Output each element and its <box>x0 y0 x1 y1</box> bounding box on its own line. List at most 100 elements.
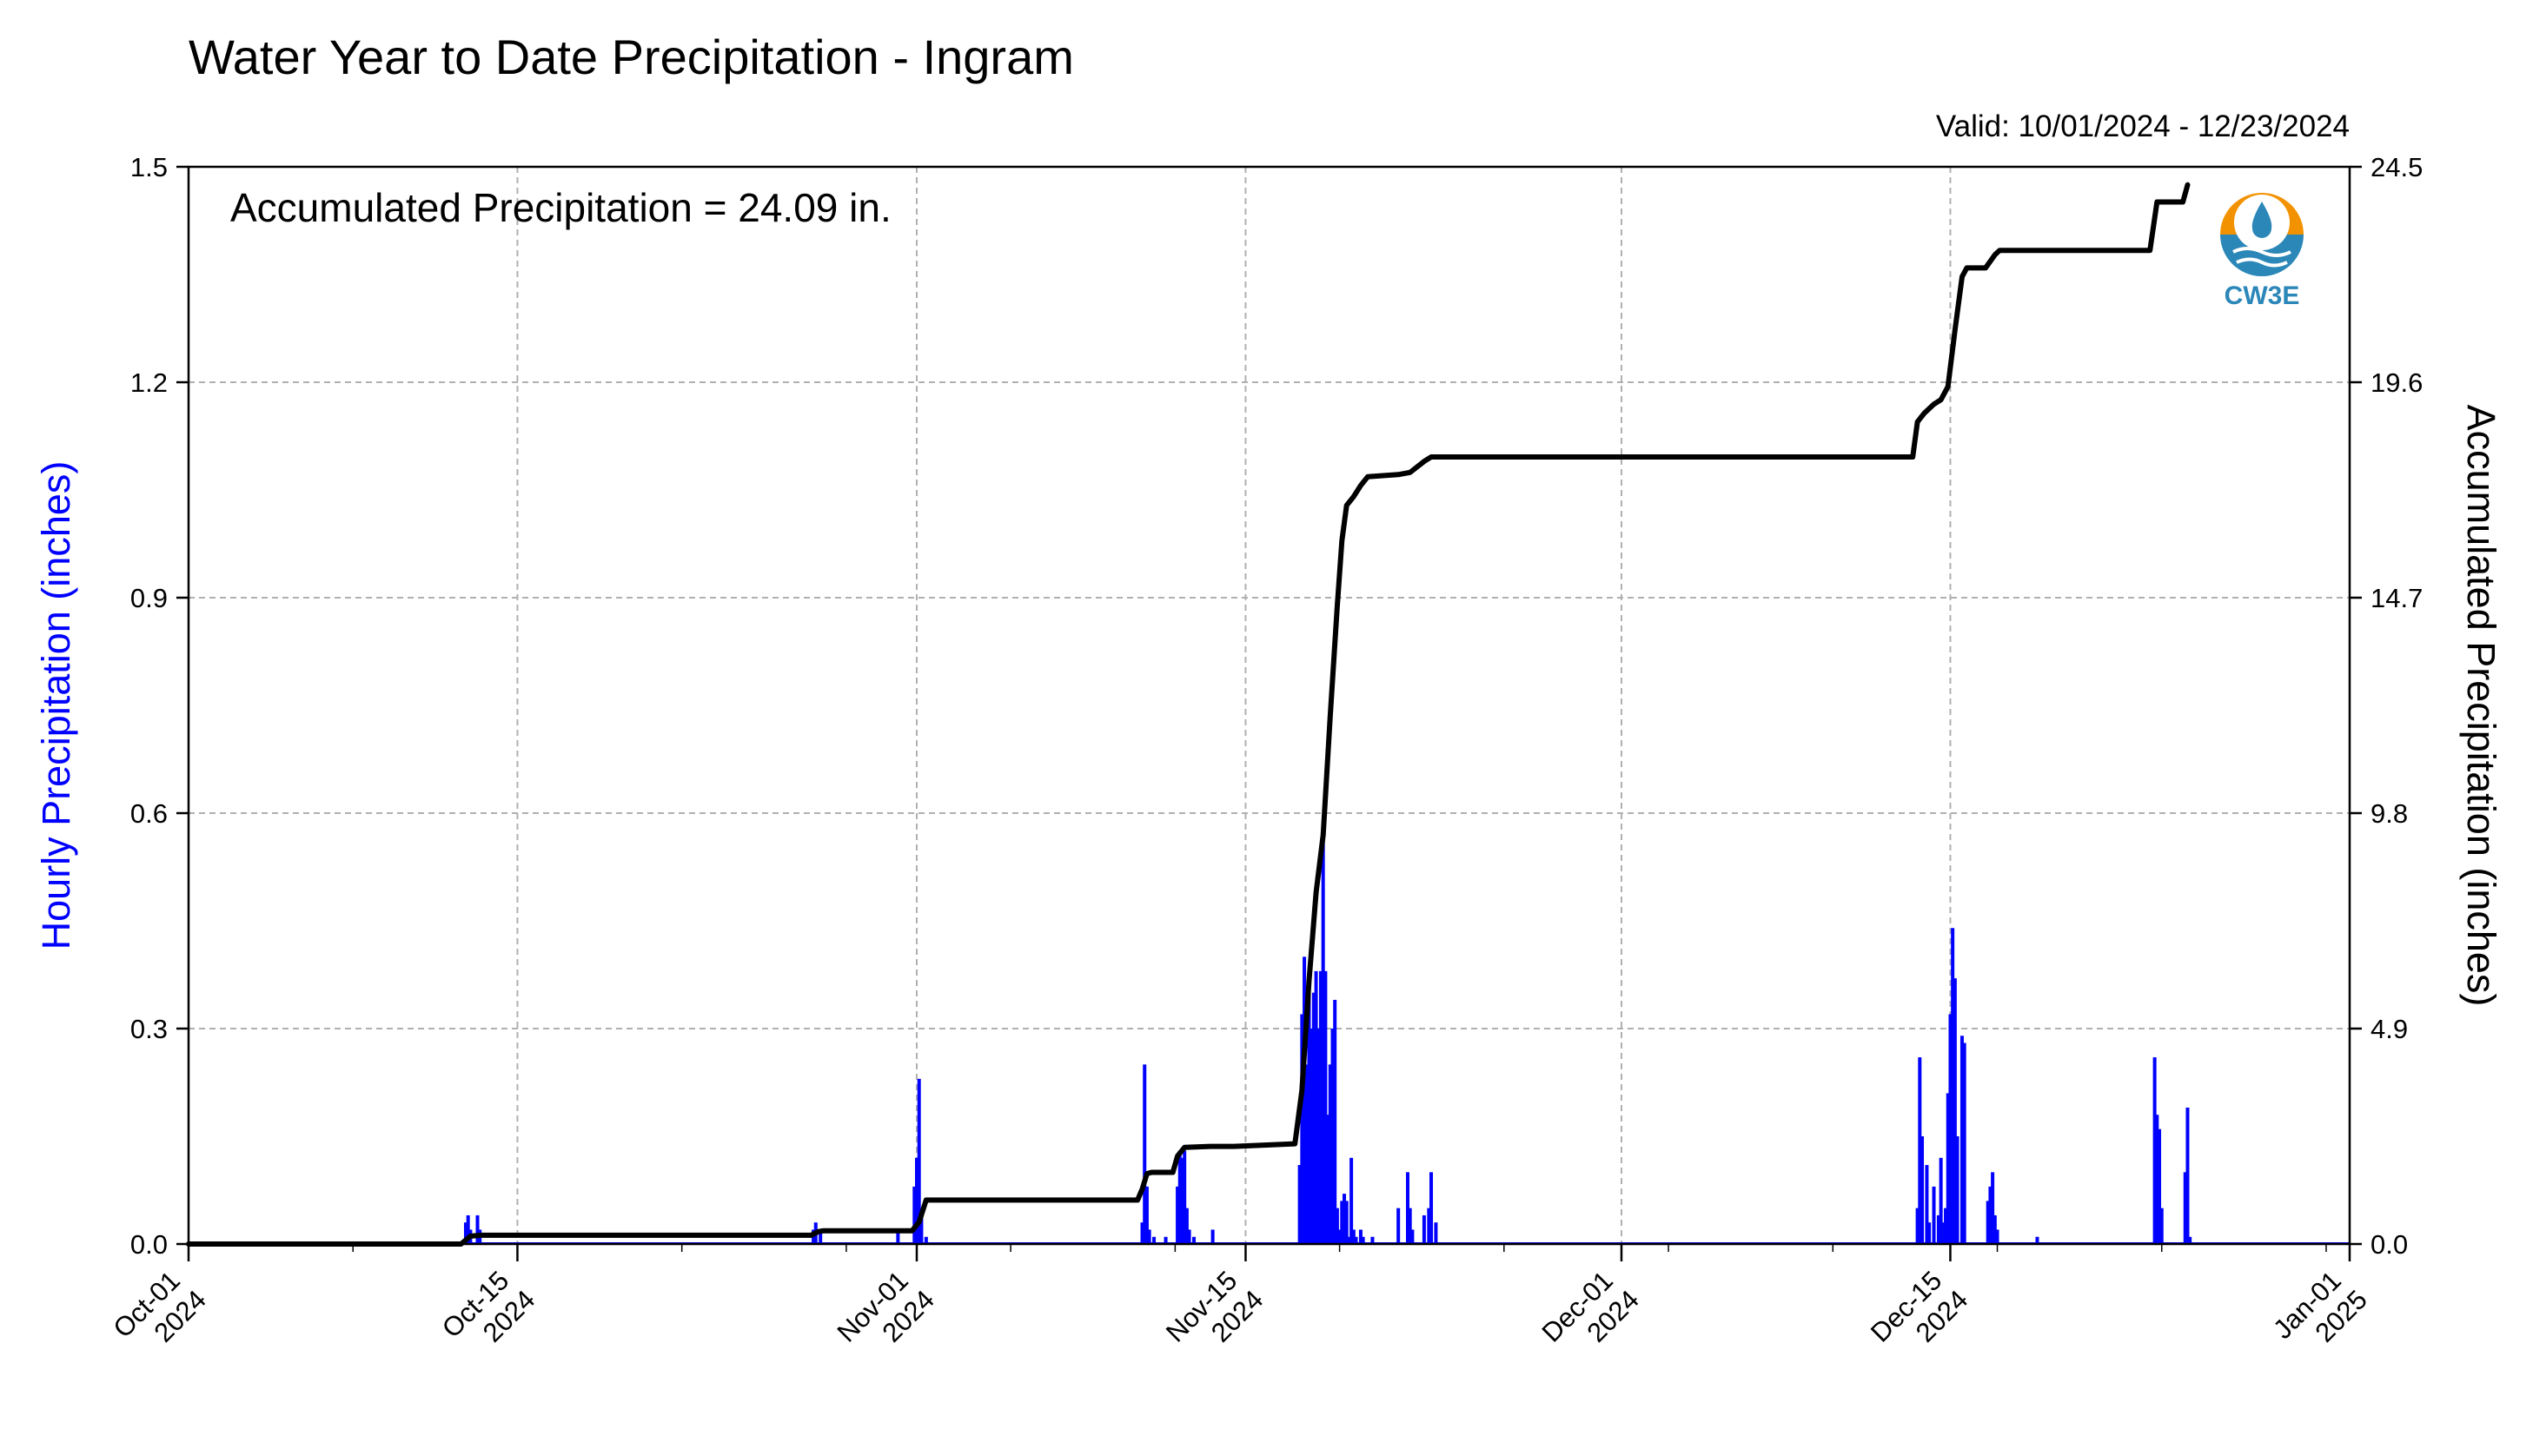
hourly-precip-bar <box>1140 1222 1144 1244</box>
hourly-precip-bar <box>1925 1165 1929 1244</box>
hourly-precip-bar <box>1991 1172 1995 1244</box>
hourly-precip-bar <box>475 1214 480 1244</box>
logo-wave-icon <box>2232 247 2291 257</box>
hourly-precip-bar <box>2183 1172 2187 1244</box>
left-tick-label: 0.3 <box>130 1014 168 1044</box>
hourly-precip-bar <box>1936 1214 1940 1244</box>
right-tick-label: 0.0 <box>2371 1229 2408 1260</box>
left-tick-label: 0.9 <box>130 583 168 613</box>
hourly-precip-bar <box>924 1236 928 1244</box>
hourly-precip-bar <box>1408 1208 1412 1244</box>
hourly-precip-bar <box>1361 1236 1365 1244</box>
hourly-precip-bar <box>1184 1208 1189 1244</box>
hourly-precip-bar <box>896 1229 900 1244</box>
valid-date-range: Valid: 10/01/2024 - 12/23/2024 <box>1936 109 2350 143</box>
hourly-precip-bar <box>915 1157 919 1244</box>
hourly-precip-bar <box>1164 1236 1168 1244</box>
right-tick-label: 19.6 <box>2371 367 2423 398</box>
left-tick-label: 1.2 <box>130 367 168 398</box>
logo-drop-icon <box>2251 202 2272 238</box>
hourly-precip-bar <box>2185 1107 2190 1244</box>
hourly-precip-bar <box>1318 970 1323 1244</box>
hourly-precip-bar <box>1396 1208 1401 1244</box>
hourly-precip-bar <box>1354 1236 1358 1244</box>
hourly-precip-bar <box>1147 1229 1151 1244</box>
hourly-precip-bar <box>1187 1229 1191 1244</box>
hourly-precip-bar <box>1434 1222 1438 1244</box>
hourly-precip-bar <box>1995 1229 1999 1244</box>
hourly-precip-bar <box>1927 1222 1932 1244</box>
hourly-precip-bar <box>1183 1150 1187 1244</box>
left-tick-label: 0.0 <box>130 1229 168 1260</box>
accumulated-precip-line-group <box>186 182 2191 1247</box>
hourly-precip-bar <box>1337 1229 1342 1244</box>
hourly-precip-bar <box>1328 1064 1332 1244</box>
hourly-precip-bar <box>1176 1186 1180 1244</box>
hourly-precip-bar <box>1427 1208 1431 1244</box>
hourly-precip-bar <box>912 1186 917 1244</box>
hourly-precip-bar <box>1920 1136 1925 1244</box>
hourly-precip-bar <box>2158 1128 2162 1244</box>
hourly-precip-bar <box>1986 1201 1990 1244</box>
hourly-precip-bar <box>819 1229 823 1244</box>
plot-frame <box>187 165 2351 1246</box>
hourly-precip-bar <box>1300 1014 1304 1244</box>
hourly-precip-bar <box>1191 1236 1196 1244</box>
hourly-precip-bar <box>1335 1208 1339 1244</box>
right-axis-label: Accumulated Precipitation (inches) <box>2459 405 2503 1007</box>
left-tick-label: 0.6 <box>130 798 168 829</box>
hourly-precip-bar <box>1321 834 1325 1244</box>
hourly-precip-bar <box>2188 1236 2192 1244</box>
hourly-precip-bar <box>1951 928 1955 1244</box>
hourly-precip-bar <box>1340 1201 1344 1244</box>
hourly-precip-bar <box>2035 1236 2039 1244</box>
accumulated-precip-line <box>186 182 2191 1247</box>
right-tick-label: 14.7 <box>2371 583 2423 613</box>
hourly-precip-bar <box>463 1222 467 1244</box>
cw3e-logo: CW3E <box>2220 193 2304 310</box>
hourly-precip-bar <box>1349 1157 1354 1244</box>
hourly-precip-bar <box>1304 1064 1309 1244</box>
hourly-precip-bar <box>1370 1236 1375 1244</box>
hourly-precip-bar <box>466 1214 470 1244</box>
hourly-precip-bar <box>1946 1093 1950 1244</box>
hourly-precip-bar <box>1993 1214 1997 1244</box>
hourly-precip-bar <box>1323 970 1328 1244</box>
right-tick-label: 4.9 <box>2371 1014 2408 1044</box>
hourly-precip-bar <box>1959 1036 1964 1244</box>
hourly-precip-bar <box>1297 1165 1302 1244</box>
hourly-precip-bar <box>1358 1229 1363 1244</box>
hourly-precip-bar <box>917 1078 921 1244</box>
hourly-precip-bar <box>1955 1136 1959 1244</box>
logo-text: CW3E <box>2225 281 2300 310</box>
right-tick-label: 9.8 <box>2371 798 2408 829</box>
hourly-precip-bar <box>1962 1042 1966 1244</box>
hourly-precip-bar <box>1429 1172 1434 1244</box>
hourly-precip-bar <box>1177 1150 1182 1244</box>
hourly-precip-bar <box>1988 1186 1993 1244</box>
logo-wave-icon <box>2236 257 2288 268</box>
hourly-precip-bar <box>1152 1236 1157 1244</box>
hourly-precip-bar <box>1333 999 1337 1244</box>
hourly-precip-bar <box>1303 956 1307 1244</box>
accumulated-total-annotation: Accumulated Precipitation = 24.09 in. <box>230 185 892 230</box>
hourly-precip-bar <box>1939 1157 1943 1244</box>
hourly-precip-bar <box>1330 1029 1335 1244</box>
hourly-precip-bar <box>1143 1064 1147 1244</box>
hourly-precip-bar <box>1326 1115 1330 1244</box>
hourly-precip-bars <box>189 834 2350 1244</box>
left-tick-label: 1.5 <box>130 152 168 182</box>
hourly-precip-bar <box>1422 1214 1426 1244</box>
grid-lines <box>189 167 2350 1244</box>
right-tick-label: 24.5 <box>2371 152 2423 182</box>
hourly-precip-bar <box>1180 1157 1184 1244</box>
left-axis-label: Hourly Precipitation (inches) <box>34 461 78 950</box>
hourly-precip-bar <box>1944 1208 1948 1244</box>
hourly-precip-bar <box>1311 992 1316 1244</box>
hourly-precip-bar <box>2159 1208 2164 1244</box>
hourly-precip-bar <box>1307 985 1311 1244</box>
hourly-precip-bar <box>1210 1229 1215 1244</box>
hourly-precip-bar <box>1941 1222 1946 1244</box>
chart-title: Water Year to Date Precipitation - Ingra… <box>189 30 1074 84</box>
